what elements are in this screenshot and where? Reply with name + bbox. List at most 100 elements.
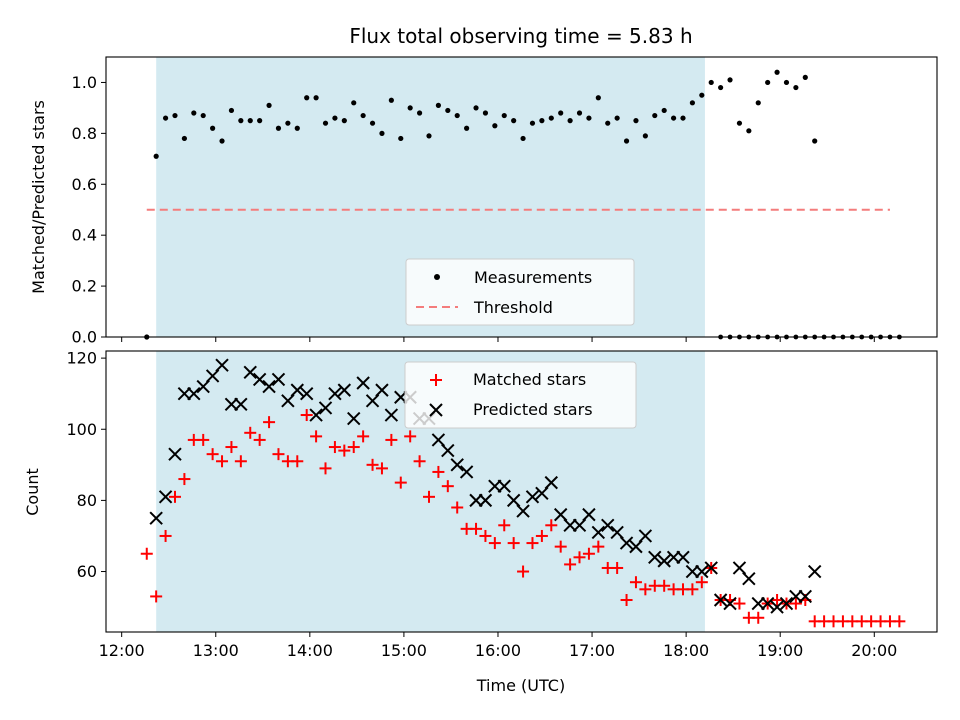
measurement-point [774,69,780,75]
measurement-point [605,120,611,126]
predicted-star-marker [506,493,521,508]
measurement-point [755,100,761,106]
predicted-star-marker [798,589,813,604]
measurement-point [191,110,197,116]
predicted-star-marker [591,525,606,540]
measurement-point [181,135,187,142]
measurement-point [341,118,347,124]
predicted-star-marker [243,365,257,380]
legend-bottom: Matched stars Predicted stars [404,361,637,429]
predicted-star-marker [347,411,361,426]
measurement-point [247,118,253,124]
y-tick-label: 0.2 [72,277,97,296]
predicted-star-marker [290,383,304,397]
measurement-point [388,97,394,103]
x-tick-label: 19:00 [757,641,803,660]
predicted-star-marker [356,376,370,390]
matched-star-marker [263,416,276,429]
matched-star-marker [310,430,323,443]
matched-star-marker [413,455,426,468]
predicted-star-marker [553,507,568,522]
measurement-point [746,128,752,134]
measurement-point [172,112,178,119]
measurement-point [718,84,724,91]
chart-title: Flux total observing time = 5.83 h [349,24,692,48]
measurement-point [520,135,526,142]
matched-star-marker [789,597,802,610]
matched-star-marker [517,565,530,578]
predicted-star-marker [497,479,511,493]
predicted-star-marker [375,383,389,397]
y-tick-label: 80 [77,491,97,510]
bottom-y-ticks: 60 80 100 120 [66,349,106,581]
predicted-star-marker [610,525,624,540]
predicted-star-marker [149,511,163,525]
matched-star-marker [272,448,285,461]
top-x-ticks [121,337,875,342]
predicted-star-marker [215,358,229,372]
predicted-star-marker [365,394,380,408]
measurement-point [332,115,338,121]
y-axis-label-ratio: Matched/Predicted stars [29,100,48,294]
measurement-point [708,79,714,86]
x-tick-label: 20:00 [851,641,897,660]
matched-star-marker [639,583,652,596]
predicted-star-marker [318,401,333,415]
x-tick-label: 17:00 [569,641,615,660]
matched-star-marker [488,537,501,550]
matched-star-marker [253,433,266,446]
matched-star-marker [328,441,341,454]
matched-star-marker [357,430,370,443]
predicted-star-marker [713,593,728,607]
measurement-point [285,120,291,126]
legend-matched-stars: Matched stars [473,370,586,389]
predicted-star-marker [770,600,784,614]
measurement-point [416,110,423,116]
matched-star-marker [197,433,210,446]
predicted-star-marker [384,408,399,422]
matched-star-marker [140,547,153,560]
y-tick-label: 0.6 [72,175,97,194]
legend-threshold: Threshold [473,298,553,317]
measurement-point [200,112,206,119]
y-tick-label: 1.0 [72,73,97,92]
y-axis-label-count: Count [23,468,42,516]
measurement-point [162,115,169,121]
predicted-star-marker [262,379,276,394]
measurement-point [736,120,743,126]
measurement-point [539,118,545,124]
predicted-star-marker [695,564,709,579]
predicted-star-marker [252,372,267,387]
measurement-point [765,79,771,86]
matched-star-marker [535,529,548,542]
matched-star-marker [216,455,229,468]
matched-star-marker [432,465,445,478]
matched-star-marker [592,540,605,553]
measurement-point [614,115,620,121]
matched-star-marker [451,501,464,514]
predicted-star-marker [478,493,493,508]
x-tick-label: 15:00 [381,641,427,660]
predicted-star-marker [441,443,455,458]
predicted-star-marker [337,383,352,397]
panel-flux-ratio: 0.0 0.2 0.4 0.6 0.8 1.0 Matched/Predicted sta… [29,56,938,347]
measurement-point [586,115,592,121]
predicted-star-marker [271,372,286,387]
matched-star-points [140,409,906,628]
legend-top: Measurements Threshold [405,258,635,326]
y-tick-label: 100 [66,420,97,439]
measurement-point [783,79,790,86]
matched-star-marker [564,558,577,571]
measurement-point [529,120,536,126]
predicted-star-marker [638,529,653,543]
predicted-star-marker [535,486,549,500]
measurement-point [473,105,479,111]
matched-star-marker [385,433,398,446]
predicted-star-marker [676,550,690,565]
matched-star-marker [234,455,247,468]
y-tick-label: 0.4 [72,226,97,245]
measurement-point [228,107,235,114]
predicted-star-marker [723,596,737,611]
matched-star-marker [300,409,313,422]
matched-star-marker [206,448,219,461]
